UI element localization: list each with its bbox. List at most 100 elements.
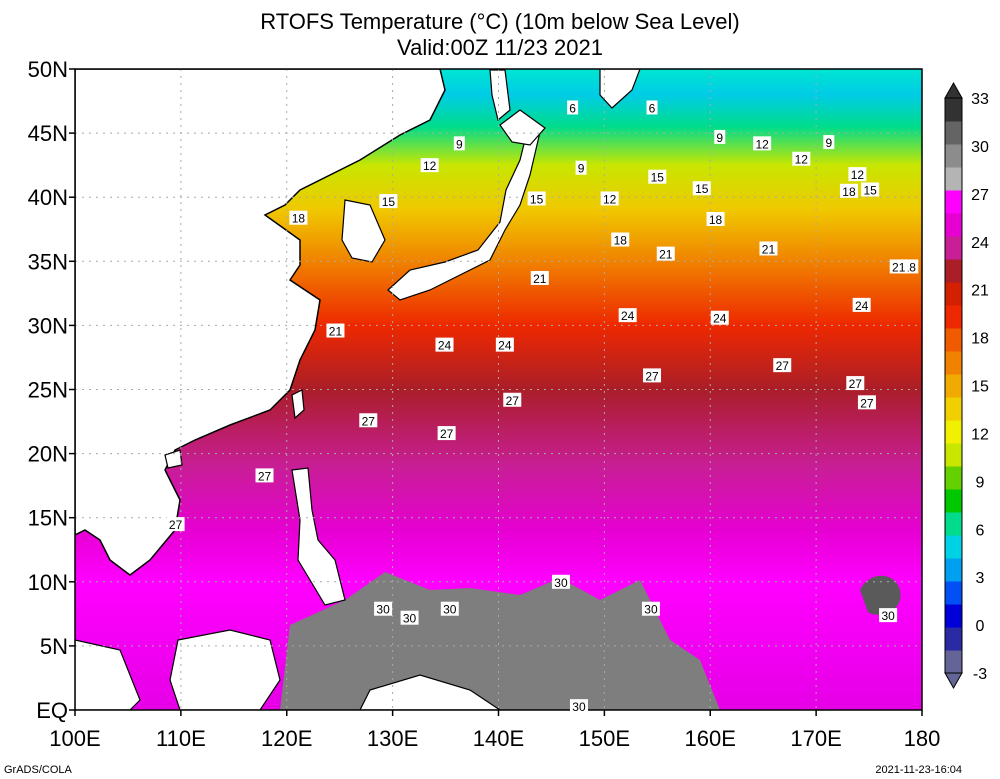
contour-label: 27 bbox=[643, 368, 662, 383]
colorbar-arrow-min bbox=[944, 672, 963, 690]
colorbar-swatch bbox=[945, 98, 962, 122]
svg-text:27: 27 bbox=[645, 369, 659, 383]
lat-label: 10N bbox=[28, 570, 68, 595]
colorbar-swatch bbox=[945, 351, 962, 375]
colorbar-tick-label: 12 bbox=[971, 426, 989, 443]
contour-label: 12 bbox=[848, 167, 867, 182]
contour-label: 12 bbox=[420, 158, 439, 173]
svg-text:12: 12 bbox=[795, 153, 809, 167]
contour-label: 27 bbox=[359, 413, 378, 428]
svg-text:30: 30 bbox=[572, 700, 586, 714]
colorbar-swatch bbox=[945, 190, 962, 214]
svg-text:27: 27 bbox=[362, 414, 376, 428]
svg-text:30: 30 bbox=[376, 603, 390, 617]
contour-label: 9 bbox=[714, 129, 726, 145]
contour-label: 18 bbox=[289, 210, 308, 226]
svg-text:24: 24 bbox=[855, 299, 869, 313]
contour-label: 24 bbox=[852, 297, 871, 313]
contour-label: 12 bbox=[753, 136, 772, 151]
svg-text:9: 9 bbox=[456, 137, 463, 151]
colorbar-swatch bbox=[945, 489, 962, 513]
colorbar-swatch bbox=[945, 328, 962, 352]
contour-label: 21 bbox=[759, 241, 778, 256]
lat-label: 15N bbox=[28, 506, 68, 531]
contour-label: 27 bbox=[255, 468, 274, 483]
contour-label: 12 bbox=[600, 191, 619, 206]
lon-label: 110E bbox=[156, 726, 206, 751]
colorbar-swatch bbox=[945, 420, 962, 444]
map-subtitle: Valid:00Z 11/23 2021 bbox=[397, 35, 603, 60]
colorbar-tick-label: 18 bbox=[971, 331, 989, 348]
svg-text:18: 18 bbox=[614, 234, 628, 248]
lat-lon-grid bbox=[75, 69, 922, 710]
lat-label: 50N bbox=[28, 57, 68, 82]
contour-label: 24 bbox=[435, 337, 454, 353]
svg-text:18: 18 bbox=[709, 213, 723, 227]
svg-text:21: 21 bbox=[329, 325, 343, 339]
colorbar-tick-label: 15 bbox=[971, 379, 989, 396]
svg-text:30: 30 bbox=[881, 609, 895, 623]
contour-label: 21 bbox=[656, 246, 675, 262]
lon-label: 130E bbox=[367, 726, 418, 751]
lat-label: 40N bbox=[28, 185, 68, 210]
contour-label: 30 bbox=[879, 608, 898, 623]
svg-text:9: 9 bbox=[825, 136, 832, 150]
colorbar: -3 0 3 6 9 12 15 18 21 24 27 30 33 bbox=[944, 81, 989, 690]
colorbar-arrow-max bbox=[944, 81, 963, 99]
colorbar-tick-label: 6 bbox=[976, 522, 985, 539]
contour-label: 27 bbox=[857, 395, 876, 410]
svg-text:12: 12 bbox=[851, 168, 865, 182]
lat-label: EQ bbox=[36, 698, 68, 723]
colorbar-tick-label: 0 bbox=[976, 618, 985, 635]
svg-text:27: 27 bbox=[169, 518, 183, 532]
contour-label: 24 bbox=[495, 337, 514, 353]
colorbar-swatch bbox=[945, 558, 962, 582]
contour-label: 9 bbox=[823, 135, 835, 150]
contour-label: 27 bbox=[846, 376, 865, 391]
contour-label: 27 bbox=[773, 358, 792, 373]
svg-text:30: 30 bbox=[644, 603, 658, 617]
svg-text:21: 21 bbox=[892, 260, 906, 274]
svg-text:21: 21 bbox=[762, 242, 776, 256]
svg-text:24: 24 bbox=[498, 339, 512, 353]
colorbar-frame bbox=[944, 97, 963, 674]
lat-label: 25N bbox=[28, 378, 68, 403]
lat-label: 30N bbox=[28, 313, 68, 338]
colorbar-swatch bbox=[945, 213, 962, 237]
contour-label: 24 bbox=[618, 308, 637, 323]
footer-timestamp: 2021-11-23-16:04 bbox=[875, 764, 962, 776]
colorbar-swatch bbox=[945, 282, 962, 306]
contour-label: 18 bbox=[839, 183, 858, 199]
contour-label: 15 bbox=[379, 194, 398, 209]
lon-label: 160E bbox=[685, 726, 736, 751]
colorbar-swatch bbox=[945, 374, 962, 398]
svg-text:21: 21 bbox=[659, 248, 673, 262]
svg-text:27: 27 bbox=[258, 469, 272, 483]
contour-label: 21 bbox=[530, 270, 549, 286]
contour-label: 15 bbox=[527, 191, 546, 206]
colorbar-tick-label: 30 bbox=[971, 139, 989, 156]
contour-label: 18 bbox=[706, 211, 725, 227]
lat-label: 35N bbox=[28, 249, 68, 274]
contour-label: 9 bbox=[575, 160, 587, 176]
svg-text:15: 15 bbox=[695, 182, 709, 196]
colorbar-swatch bbox=[945, 512, 962, 536]
svg-text:27: 27 bbox=[776, 359, 790, 373]
colorbar-tick-label: 9 bbox=[976, 474, 985, 491]
colorbar-swatch bbox=[945, 604, 962, 628]
svg-text:24: 24 bbox=[438, 339, 452, 353]
colorbar-tick-label: 3 bbox=[976, 570, 985, 587]
contour-label: 18 bbox=[611, 232, 630, 248]
contour-label: 24 bbox=[710, 310, 729, 326]
lon-label: 170E bbox=[790, 726, 841, 751]
svg-text:21: 21 bbox=[533, 272, 547, 286]
contour-label: 30 bbox=[440, 601, 459, 617]
svg-text:12: 12 bbox=[423, 159, 437, 173]
svg-text:15: 15 bbox=[863, 184, 877, 198]
latitude-axis: EQ 5N 10N 15N 20N 25N 30N 35N 40N 45N 50N bbox=[28, 57, 75, 723]
contour-label: 15 bbox=[861, 182, 880, 198]
lon-label: 150E bbox=[579, 726, 630, 751]
svg-text:15: 15 bbox=[651, 171, 665, 185]
svg-text:6: 6 bbox=[649, 101, 656, 115]
